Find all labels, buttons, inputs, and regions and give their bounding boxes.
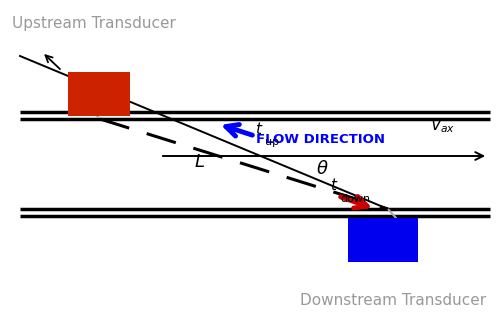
Bar: [68, 72, 130, 116]
Text: Downstream Transducer: Downstream Transducer: [300, 293, 486, 308]
Text: down: down: [340, 194, 370, 204]
Text: $\theta$: $\theta$: [316, 160, 328, 178]
Text: FLOW DIRECTION: FLOW DIRECTION: [256, 133, 384, 146]
Text: t: t: [255, 122, 261, 136]
Text: L: L: [195, 153, 205, 171]
Text: Upstream Transducer: Upstream Transducer: [12, 16, 176, 31]
Text: up: up: [265, 137, 279, 147]
Text: $V_{ax}$: $V_{ax}$: [430, 117, 456, 135]
Text: t: t: [330, 179, 336, 193]
Bar: [348, 218, 418, 262]
